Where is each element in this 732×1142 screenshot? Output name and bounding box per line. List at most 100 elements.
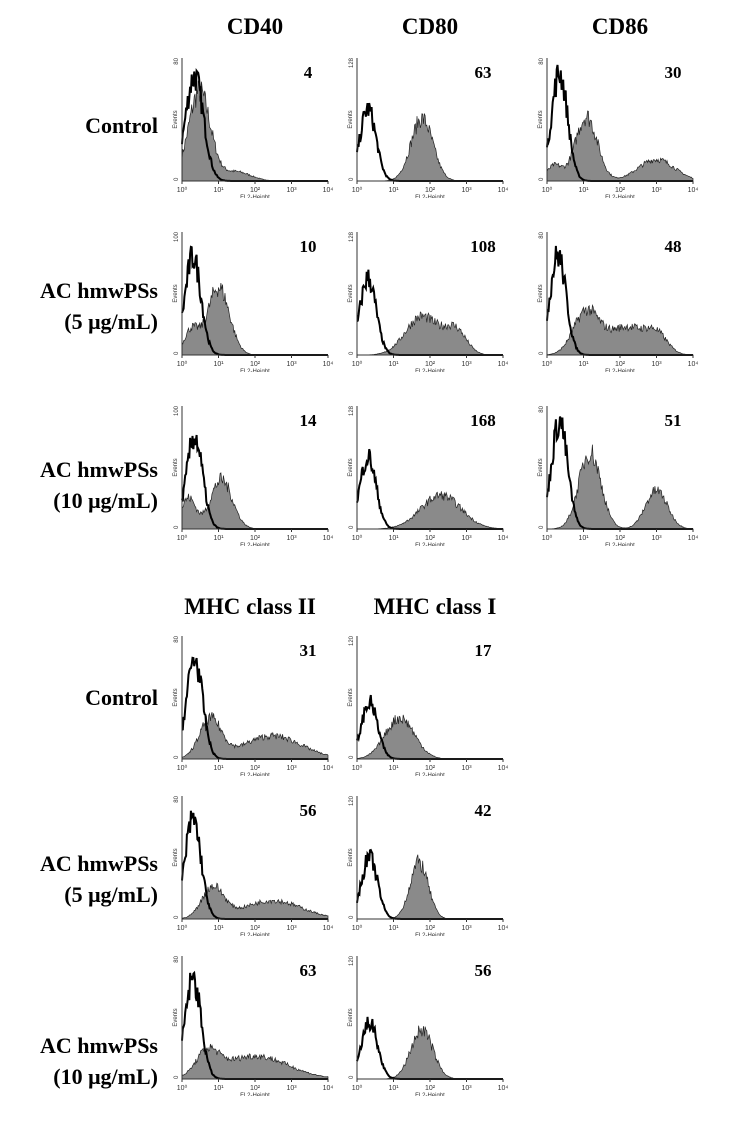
histogram-svg: 10⁰ 10¹ 10² 10³ 10⁴ FL2-Height Events 120 0 56 bbox=[348, 955, 508, 1099]
y-max-label: 80 bbox=[539, 231, 545, 238]
y-axis-label: Events bbox=[348, 458, 354, 476]
histogram-svg: 10⁰ 10¹ 10² 10³ 10⁴ FL2-Height Events 80 0 48 bbox=[538, 231, 699, 375]
x-axis-label: FL2-Height bbox=[415, 369, 445, 372]
y-min-label: 0 bbox=[174, 1075, 180, 1079]
y-max-label: 80 bbox=[539, 405, 545, 412]
histogram-svg: 10⁰ 10¹ 10² 10³ 10⁴ FL2-Height Events 80 0 63 bbox=[173, 955, 334, 1099]
y-axis-label: Events bbox=[173, 1008, 179, 1026]
x-tick-label: 10¹ bbox=[578, 535, 589, 542]
mfi-value: 63 bbox=[300, 961, 317, 980]
y-min-label: 0 bbox=[174, 915, 180, 919]
row-label-control-top: Control bbox=[0, 110, 158, 141]
y-axis-label: Events bbox=[348, 1008, 354, 1026]
x-axis-label: FL2-Height bbox=[605, 543, 635, 546]
x-tick-label: 10⁴ bbox=[688, 361, 699, 368]
y-axis-label: Events bbox=[348, 110, 354, 128]
x-tick-label: 10² bbox=[250, 1085, 261, 1092]
x-tick-label: 10⁰ bbox=[352, 924, 363, 932]
x-tick-label: 10³ bbox=[286, 1085, 297, 1092]
x-tick-label: 10¹ bbox=[213, 187, 224, 194]
x-tick-label: 10⁴ bbox=[688, 535, 699, 542]
x-tick-label: 10⁰ bbox=[177, 924, 188, 932]
histogram-panel: 10⁰ 10¹ 10² 10³ 10⁴ FL2-Height Events 120 0 56 bbox=[343, 946, 523, 1099]
y-min-label: 0 bbox=[349, 755, 355, 759]
row-label-line: AC hmwPSs bbox=[40, 851, 158, 876]
histogram-panel: 10⁰ 10¹ 10² 10³ 10⁴ FL2-Height Events 80 0 56 bbox=[168, 786, 348, 939]
x-tick-label: 10¹ bbox=[388, 187, 399, 194]
y-min-label: 0 bbox=[174, 525, 180, 529]
y-axis-label: Events bbox=[538, 458, 544, 476]
y-axis-label: Events bbox=[538, 284, 544, 302]
x-axis-label: FL2-Height bbox=[240, 369, 270, 372]
y-axis-label: Events bbox=[173, 688, 179, 706]
histogram-panel: 10⁰ 10¹ 10² 10³ 10⁴ FL2-Height Events 128 0 168 bbox=[343, 396, 523, 549]
x-tick-label: 10³ bbox=[286, 925, 297, 932]
y-min-label: 0 bbox=[539, 525, 545, 529]
x-tick-label: 10² bbox=[250, 765, 261, 772]
x-axis-label: FL2-Height bbox=[415, 543, 445, 546]
header-mhc-class-i: MHC class I bbox=[373, 594, 497, 619]
x-tick-label: 10⁰ bbox=[352, 534, 363, 542]
histogram-svg: 10⁰ 10¹ 10² 10³ 10⁴ FL2-Height Events 80 0 31 bbox=[173, 635, 333, 779]
x-tick-label: 10² bbox=[425, 925, 436, 932]
x-tick-label: 10⁴ bbox=[688, 187, 699, 194]
x-axis-label: FL2-Height bbox=[415, 1093, 445, 1096]
mfi-value: 31 bbox=[300, 641, 317, 660]
x-axis-label: FL2-Height bbox=[605, 369, 635, 372]
y-axis-label: Events bbox=[173, 848, 179, 866]
x-axis-label: FL2-Height bbox=[240, 1093, 270, 1096]
row-label-5-top: AC hmwPSs (5 μg/mL) bbox=[0, 275, 158, 337]
x-tick-label: 10² bbox=[250, 925, 261, 932]
histogram-panel: 10⁰ 10¹ 10² 10³ 10⁴ FL2-Height Events 80 0 4 bbox=[168, 48, 348, 201]
x-tick-label: 10⁰ bbox=[352, 360, 363, 368]
mfi-value: 51 bbox=[665, 411, 682, 430]
x-axis-label: FL2-Height bbox=[240, 933, 270, 936]
histogram-svg: 10⁰ 10¹ 10² 10³ 10⁴ FL2-Height Events 120 0 17 bbox=[348, 635, 508, 779]
y-min-label: 0 bbox=[174, 755, 180, 759]
x-tick-label: 10² bbox=[425, 361, 436, 368]
x-tick-label: 10³ bbox=[461, 361, 472, 368]
histogram-panel: 10⁰ 10¹ 10² 10³ 10⁴ FL2-Height Events 100 0 14 bbox=[168, 396, 348, 549]
histogram-panel: 10⁰ 10¹ 10² 10³ 10⁴ FL2-Height Events 128 0 108 bbox=[343, 222, 523, 375]
x-axis-label: FL2-Height bbox=[240, 773, 270, 776]
y-max-label: 128 bbox=[349, 231, 355, 242]
x-axis-label: FL2-Height bbox=[415, 933, 445, 936]
x-tick-label: 10⁴ bbox=[323, 1085, 334, 1092]
x-tick-label: 10¹ bbox=[213, 925, 224, 932]
sample-histogram bbox=[357, 113, 503, 182]
y-axis-label: Events bbox=[173, 110, 179, 128]
mfi-value: 4 bbox=[304, 63, 313, 82]
x-tick-label: 10⁴ bbox=[323, 535, 334, 542]
y-max-label: 120 bbox=[349, 955, 355, 966]
x-tick-label: 10¹ bbox=[578, 187, 589, 194]
mfi-value: 17 bbox=[475, 641, 493, 660]
histogram-panel: 10⁰ 10¹ 10² 10³ 10⁴ FL2-Height Events 120 0 17 bbox=[343, 626, 523, 779]
x-axis-label: FL2-Height bbox=[240, 543, 270, 546]
x-tick-label: 10⁴ bbox=[498, 361, 509, 368]
x-tick-label: 10³ bbox=[286, 765, 297, 772]
histogram-panel: 10⁰ 10¹ 10² 10³ 10⁴ FL2-Height Events 80 0 63 bbox=[168, 946, 348, 1099]
y-axis-label: Events bbox=[348, 284, 354, 302]
x-tick-label: 10³ bbox=[651, 187, 662, 194]
row-label-10-top: AC hmwPSs (10 μg/mL) bbox=[0, 454, 158, 516]
x-tick-label: 10² bbox=[615, 187, 626, 194]
x-tick-label: 10⁰ bbox=[177, 360, 188, 368]
histogram-svg: 10⁰ 10¹ 10² 10³ 10⁴ FL2-Height Events 100 0 14 bbox=[173, 405, 334, 549]
histogram-svg: 10⁰ 10¹ 10² 10³ 10⁴ FL2-Height Events 128 0 168 bbox=[348, 405, 508, 549]
x-tick-label: 10³ bbox=[461, 765, 472, 772]
x-tick-label: 10² bbox=[425, 535, 436, 542]
sample-histogram bbox=[356, 714, 503, 760]
y-min-label: 0 bbox=[539, 351, 545, 355]
y-max-label: 100 bbox=[174, 231, 180, 242]
x-tick-label: 10¹ bbox=[213, 535, 224, 542]
row-label-line: (5 μg/mL) bbox=[64, 882, 158, 907]
histogram-svg: 10⁰ 10¹ 10² 10³ 10⁴ FL2-Height Events 80 0 30 bbox=[538, 57, 699, 201]
x-tick-label: 10³ bbox=[461, 925, 472, 932]
y-min-label: 0 bbox=[349, 1075, 355, 1079]
x-tick-label: 10¹ bbox=[213, 765, 224, 772]
histogram-panel: 10⁰ 10¹ 10² 10³ 10⁴ FL2-Height Events 100 0 10 bbox=[168, 222, 348, 375]
x-tick-label: 10¹ bbox=[388, 361, 399, 368]
x-tick-label: 10⁰ bbox=[177, 1084, 188, 1092]
header-mhc-class-ii: MHC class II bbox=[184, 594, 316, 619]
y-min-label: 0 bbox=[349, 351, 355, 355]
